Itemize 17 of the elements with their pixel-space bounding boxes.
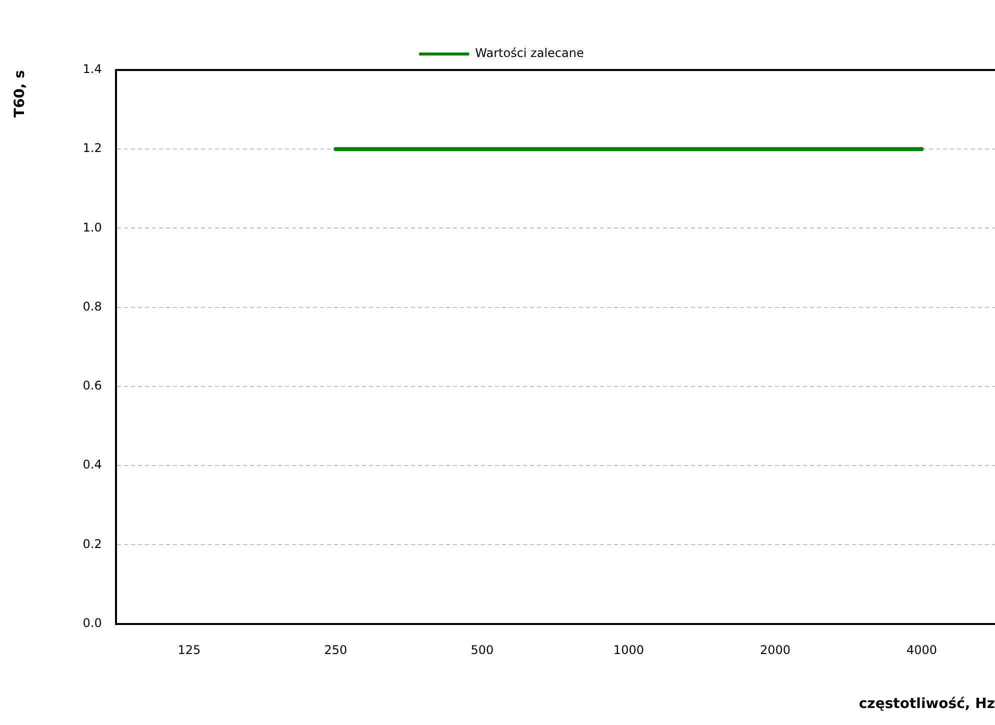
x-tick-label: 1000: [613, 643, 644, 658]
legend-label: Wartości zalecane: [475, 46, 584, 60]
y-tick-label: 0.2: [82, 536, 102, 551]
x-tick-label: 500: [470, 643, 494, 658]
y-tick-label: 1.0: [82, 220, 102, 234]
x-tick-label: 125: [178, 643, 201, 658]
y-tick-label: 0.8: [82, 299, 102, 314]
y-axis-title: T60, s: [12, 70, 28, 118]
y-tick-label: 1.4: [82, 62, 102, 76]
x-axis-title: częstotliwość, Hz: [858, 696, 995, 712]
y-tick-label: 0.0: [82, 616, 102, 630]
x-tick-label: 2000: [760, 643, 790, 658]
y-tick-label: 0.6: [82, 378, 102, 393]
y-tick-label: 0.4: [82, 458, 102, 472]
y-tick-label: 1.2: [82, 141, 102, 156]
x-tick-label: 250: [324, 643, 348, 658]
x-tick-label: 4000: [906, 643, 938, 658]
